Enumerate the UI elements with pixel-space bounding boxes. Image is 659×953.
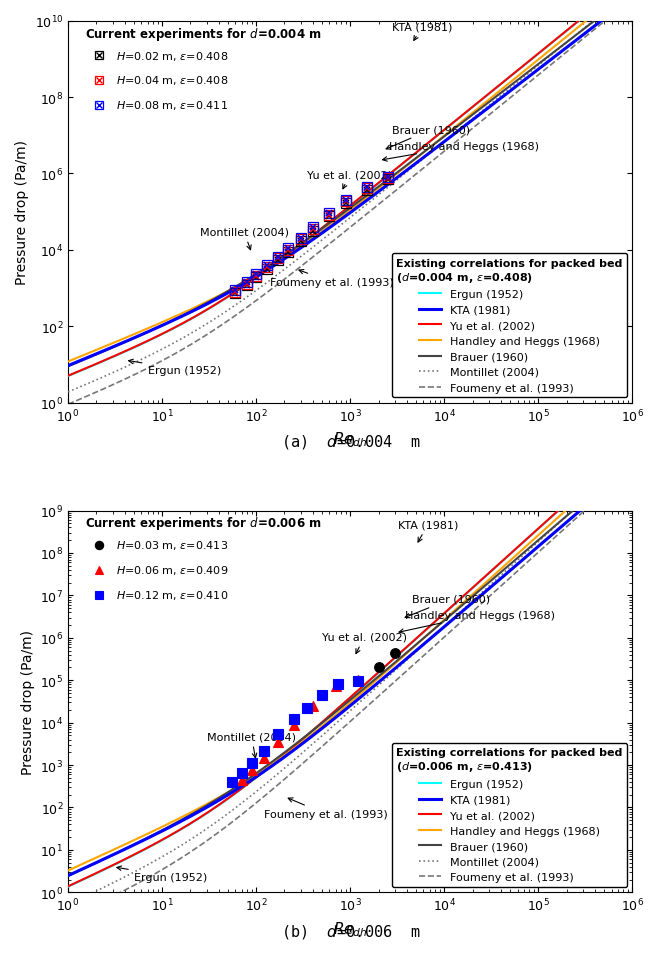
Text: Brauer (1960): Brauer (1960)	[405, 595, 490, 618]
Text: Yu et al. (2002): Yu et al. (2002)	[307, 170, 392, 190]
Text: $H$=0.08 m, $\varepsilon$=0.411: $H$=0.08 m, $\varepsilon$=0.411	[116, 99, 228, 112]
Text: Handley and Heggs (1968): Handley and Heggs (1968)	[399, 610, 555, 634]
Text: Brauer (1960): Brauer (1960)	[386, 125, 471, 150]
Legend: Ergun (1952), KTA (1981), Yu et al. (2002), Handley and Heggs (1968), Brauer (19: Ergun (1952), KTA (1981), Yu et al. (200…	[391, 743, 627, 887]
Text: $H$=0.02 m, $\varepsilon$=0.408: $H$=0.02 m, $\varepsilon$=0.408	[116, 50, 228, 63]
Text: (b)  $\it{d}$=0.006  m: (b) $\it{d}$=0.006 m	[281, 922, 420, 940]
Text: Foumeny et al. (1993): Foumeny et al. (1993)	[270, 271, 393, 288]
Text: Foumeny et al. (1993): Foumeny et al. (1993)	[264, 798, 387, 819]
Text: Yu et al. (2002): Yu et al. (2002)	[322, 632, 407, 654]
Text: KTA (1981): KTA (1981)	[398, 520, 458, 542]
Text: $H$=0.03 m, $\varepsilon$=0.413: $H$=0.03 m, $\varepsilon$=0.413	[116, 538, 228, 552]
Text: Montillet (2004): Montillet (2004)	[200, 228, 289, 251]
Text: Handley and Heggs (1968): Handley and Heggs (1968)	[382, 141, 539, 162]
Text: KTA (1981): KTA (1981)	[392, 22, 453, 41]
Text: Current experiments for $d$=0.006 m: Current experiments for $d$=0.006 m	[85, 515, 322, 532]
Text: Ergun (1952): Ergun (1952)	[117, 866, 207, 882]
Text: $H$=0.06 m, $\varepsilon$=0.409: $H$=0.06 m, $\varepsilon$=0.409	[116, 563, 229, 577]
Text: (a)  $\it{d}$=0.004  m: (a) $\it{d}$=0.004 m	[281, 433, 420, 451]
Y-axis label: Pressure drop (Pa/m): Pressure drop (Pa/m)	[15, 140, 29, 285]
Y-axis label: Pressure drop (Pa/m): Pressure drop (Pa/m)	[20, 629, 34, 774]
X-axis label: $Re_{dh}$: $Re_{dh}$	[333, 920, 368, 938]
X-axis label: $Re_{dh}$: $Re_{dh}$	[333, 430, 368, 449]
Text: Montillet (2004): Montillet (2004)	[207, 732, 296, 758]
Text: Current experiments for $d$=0.004 m: Current experiments for $d$=0.004 m	[85, 26, 322, 43]
Text: $H$=0.04 m, $\varepsilon$=0.408: $H$=0.04 m, $\varepsilon$=0.408	[116, 74, 228, 88]
Text: Ergun (1952): Ergun (1952)	[129, 360, 221, 375]
Text: $H$=0.12 m, $\varepsilon$=0.410: $H$=0.12 m, $\varepsilon$=0.410	[116, 588, 228, 601]
Legend: Ergun (1952), KTA (1981), Yu et al. (2002), Handley and Heggs (1968), Brauer (19: Ergun (1952), KTA (1981), Yu et al. (200…	[391, 253, 627, 397]
